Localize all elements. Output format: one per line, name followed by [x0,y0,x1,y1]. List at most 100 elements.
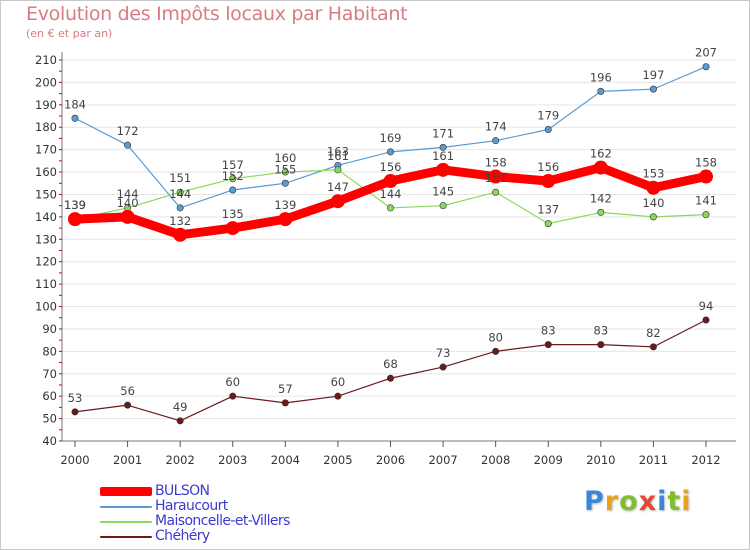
data-label-chehery: 73 [436,346,451,360]
data-point-maisoncelle-et-villers [439,202,447,210]
legend-swatch-haraucourt [100,505,152,508]
chart-subtitle: (en € et par an) [26,27,113,40]
x-tick-label: 2003 [218,453,247,467]
data-point-bulson [436,162,451,177]
data-point-chehery [439,363,447,371]
data-label-chehery: 60 [331,375,346,389]
data-point-bulson [278,212,293,227]
data-point-chehery [229,392,237,400]
data-label-chehery: 53 [68,391,83,405]
chart-legend: BULSON Haraucourt Maisoncelle-et-Villers… [100,484,290,544]
data-label-haraucourt: 184 [64,97,86,111]
y-tick-label: 170 [35,143,57,157]
data-label-haraucourt: 144 [169,187,191,201]
data-point-maisoncelle-et-villers [649,213,657,221]
data-point-maisoncelle-et-villers [597,208,605,216]
data-point-haraucourt [176,204,184,212]
data-label-haraucourt: 172 [117,124,139,138]
data-label-haraucourt: 179 [537,108,559,122]
data-point-haraucourt [71,114,79,122]
data-point-maisoncelle-et-villers [702,211,710,219]
data-point-bulson [173,227,188,242]
data-label-haraucourt: 197 [642,68,664,82]
data-label-haraucourt: 155 [274,162,296,176]
data-point-haraucourt [597,87,605,95]
data-label-bulson: 162 [590,147,612,161]
data-label-bulson: 161 [432,149,454,163]
data-point-bulson [68,212,82,227]
data-point-bulson [541,174,556,189]
logo-letter: x [638,486,658,517]
legend-swatch-bulson [100,487,152,496]
data-point-haraucourt [439,143,447,151]
data-label-bulson: 156 [537,160,559,174]
legend-swatch-maisoncelle-et-villers [100,520,152,523]
data-point-maisoncelle-et-villers [176,188,184,196]
data-point-chehery [176,417,184,425]
y-tick-label: 70 [42,367,57,381]
x-tick-label: 2008 [481,453,510,467]
data-label-bulson: 156 [380,160,402,174]
data-label-bulson: 139 [274,198,296,212]
y-tick-label: 160 [35,165,57,179]
data-label-chehery: 83 [541,324,556,338]
data-point-chehery [492,347,500,355]
data-point-chehery [386,374,394,382]
proxiti-logo: Proxiti [584,486,692,517]
y-tick-label: 120 [35,255,57,269]
data-point-maisoncelle-et-villers [281,168,289,176]
y-tick-label: 90 [42,322,57,336]
data-label-bulson: 139 [64,198,86,212]
data-label-chehery: 80 [488,330,503,344]
y-tick-label: 110 [35,277,57,291]
data-label-bulson: 158 [695,156,717,170]
legend-label-bulson: BULSON [155,483,210,499]
y-tick-label: 40 [42,434,57,448]
data-point-chehery [124,401,132,409]
data-point-maisoncelle-et-villers [386,204,394,212]
data-point-chehery [649,343,657,351]
data-point-haraucourt [649,85,657,93]
data-label-haraucourt: 174 [485,120,507,134]
data-label-maisoncelle-et-villers: 145 [432,185,454,199]
data-label-haraucourt: 196 [590,70,612,84]
data-label-haraucourt: 169 [380,131,402,145]
data-point-chehery [334,392,342,400]
logo-letter: i [657,486,668,517]
x-tick-label: 2009 [534,453,563,467]
data-label-maisoncelle-et-villers: 141 [695,194,717,208]
y-tick-label: 130 [35,232,57,246]
data-label-bulson: 132 [169,214,191,228]
legend-label-chehery: Chéhéry [155,528,210,544]
data-point-maisoncelle-et-villers [492,188,500,196]
legend-item-bulson: BULSON [100,484,290,499]
data-point-chehery [702,316,710,324]
data-label-maisoncelle-et-villers: 161 [327,149,349,163]
legend-item-haraucourt: Haraucourt [100,499,290,514]
data-point-haraucourt [702,63,710,71]
data-point-haraucourt [386,148,394,156]
x-tick-label: 2004 [271,453,300,467]
legend-item-chehery: Chéhéry [100,529,290,544]
x-tick-label: 2002 [166,453,195,467]
data-point-bulson [646,180,661,195]
data-label-chehery: 49 [173,400,188,414]
data-point-haraucourt [281,179,289,187]
data-point-bulson [383,174,398,189]
legend-label-haraucourt: Haraucourt [155,498,228,514]
data-label-maisoncelle-et-villers: 137 [537,203,559,217]
data-label-maisoncelle-et-villers: 142 [590,191,612,205]
data-label-haraucourt: 171 [432,126,454,140]
y-tick-label: 100 [35,300,57,314]
y-tick-label: 50 [42,412,57,426]
data-label-maisoncelle-et-villers: 151 [169,171,191,185]
data-label-haraucourt: 207 [695,46,717,60]
data-point-haraucourt [544,125,552,133]
data-label-bulson: 153 [642,167,664,181]
y-tick-label: 80 [42,344,57,358]
data-point-maisoncelle-et-villers [334,166,342,174]
data-point-chehery [71,408,79,416]
y-tick-label: 190 [35,98,57,112]
y-tick-label: 180 [35,120,57,134]
